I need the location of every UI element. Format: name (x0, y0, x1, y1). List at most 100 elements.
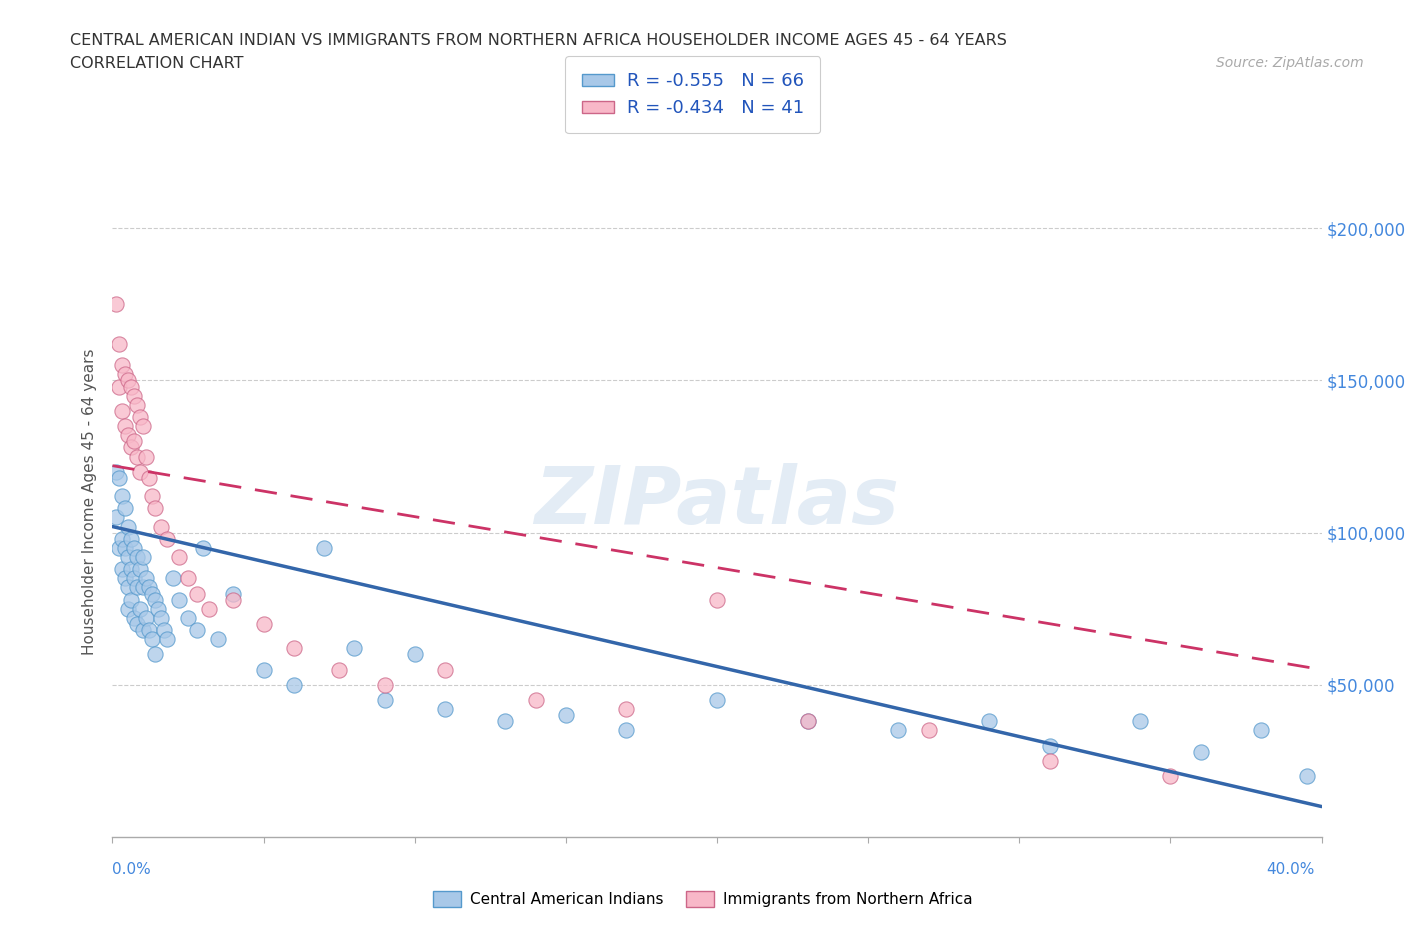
Text: CORRELATION CHART: CORRELATION CHART (70, 56, 243, 71)
Point (207, 631, 229, 646)
Point (117, 428, 139, 443)
Point (132, 580, 155, 595)
Text: ZIPatlas: ZIPatlas (534, 463, 900, 541)
Point (156, 631, 179, 646)
Point (125, 617, 148, 631)
Point (125, 580, 148, 595)
Point (433, 662, 456, 677)
Point (120, 531, 142, 546)
Point (120, 562, 142, 577)
Point (114, 540, 136, 555)
Point (143, 592, 166, 607)
Point (138, 471, 160, 485)
Point (117, 580, 139, 595)
Point (128, 562, 150, 577)
Point (796, 714, 818, 729)
Point (135, 571, 157, 586)
Point (120, 440, 142, 455)
Point (167, 550, 190, 565)
Point (162, 571, 184, 586)
Point (616, 723, 638, 737)
Point (132, 622, 155, 637)
Point (104, 464, 127, 479)
Point (104, 297, 127, 312)
Point (117, 373, 139, 388)
Point (114, 571, 136, 586)
Point (141, 586, 163, 601)
Point (177, 610, 200, 625)
Point (122, 434, 145, 449)
Point (107, 337, 129, 352)
Point (135, 449, 157, 464)
Point (796, 714, 818, 729)
Point (110, 531, 132, 546)
Text: 40.0%: 40.0% (1267, 862, 1315, 877)
Point (110, 562, 132, 577)
Point (222, 592, 245, 607)
Point (283, 641, 305, 656)
Point (191, 540, 214, 555)
Point (328, 662, 350, 677)
Point (1038, 738, 1062, 753)
Point (374, 677, 396, 692)
Point (524, 693, 547, 708)
Point (125, 550, 148, 565)
Y-axis label: Householder Income Ages 45 - 64 years: Householder Income Ages 45 - 64 years (82, 349, 97, 656)
Point (177, 571, 200, 586)
Point (120, 379, 142, 394)
Point (374, 693, 396, 708)
Point (186, 586, 208, 601)
Point (143, 501, 166, 516)
Point (146, 602, 169, 617)
Point (1129, 714, 1152, 729)
Point (135, 610, 157, 625)
Text: CENTRAL AMERICAN INDIAN VS IMMIGRANTS FROM NORTHERN AFRICA HOUSEHOLDER INCOME AG: CENTRAL AMERICAN INDIAN VS IMMIGRANTS FR… (70, 33, 1007, 47)
Point (117, 519, 139, 534)
Point (117, 602, 139, 617)
Point (122, 610, 145, 625)
Point (120, 592, 142, 607)
Point (156, 531, 179, 546)
Point (404, 647, 426, 662)
Point (1250, 723, 1272, 737)
Point (107, 471, 129, 485)
Point (110, 488, 132, 503)
Point (222, 586, 245, 601)
Point (114, 418, 136, 433)
Point (253, 662, 276, 677)
Point (706, 592, 728, 607)
Point (706, 693, 728, 708)
Point (343, 641, 366, 656)
Point (128, 602, 150, 617)
Point (128, 464, 150, 479)
Point (138, 622, 160, 637)
Point (104, 510, 127, 525)
Point (495, 714, 517, 729)
Point (149, 519, 172, 534)
Text: 0.0%: 0.0% (112, 862, 152, 877)
Point (125, 397, 148, 412)
Point (132, 550, 155, 565)
Point (887, 723, 910, 737)
Point (186, 622, 208, 637)
Point (433, 702, 456, 717)
Point (1189, 744, 1212, 759)
Point (128, 409, 150, 424)
Point (554, 708, 576, 723)
Text: Source: ZipAtlas.com: Source: ZipAtlas.com (1216, 56, 1364, 70)
Point (1159, 769, 1181, 784)
Point (918, 723, 941, 737)
Point (114, 501, 136, 516)
Point (143, 647, 166, 662)
Point (283, 677, 305, 692)
Point (110, 404, 132, 418)
Point (141, 488, 163, 503)
Point (122, 540, 145, 555)
Legend: R = -0.555   N = 66, R = -0.434   N = 41: R = -0.555 N = 66, R = -0.434 N = 41 (565, 56, 820, 133)
Point (141, 631, 163, 646)
Point (117, 550, 139, 565)
Point (122, 388, 145, 403)
Point (110, 358, 132, 373)
Point (114, 367, 136, 382)
Point (253, 617, 276, 631)
